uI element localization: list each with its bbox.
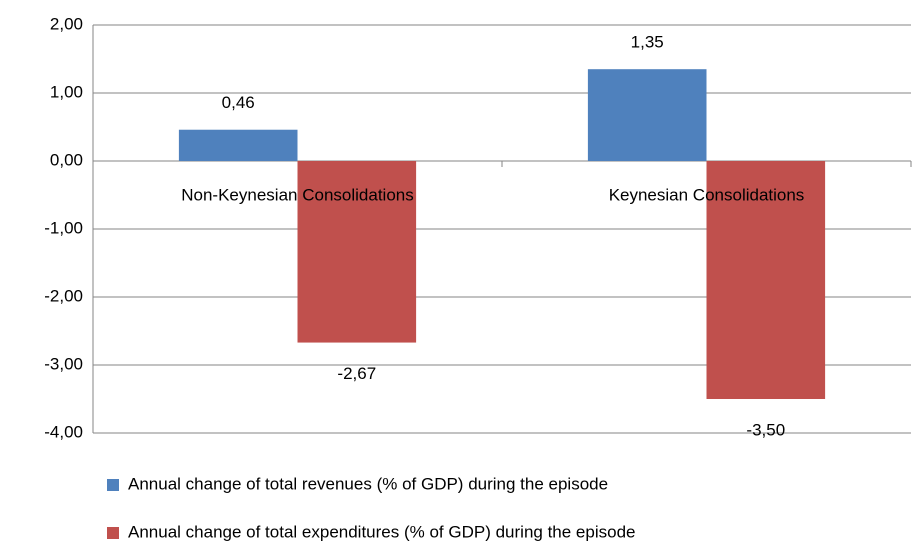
legend-swatch — [107, 479, 119, 491]
bar — [587, 69, 707, 161]
x-tick-label: Non-Keynesian Consolidations — [181, 185, 413, 204]
y-tick-label: -4,00 — [44, 422, 83, 441]
bar — [178, 129, 298, 161]
data-label: -3,50 — [746, 420, 785, 439]
data-label: -2,67 — [337, 364, 376, 383]
data-label: 0,46 — [222, 93, 255, 112]
bar — [706, 161, 826, 399]
y-tick-label: 2,00 — [50, 14, 83, 33]
legend-label: Annual change of total expenditures (% o… — [128, 522, 636, 541]
y-tick-label: 0,00 — [50, 150, 83, 169]
data-label: 1,35 — [631, 33, 664, 52]
legend-label: Annual change of total revenues (% of GD… — [128, 474, 608, 493]
legend-swatch — [107, 527, 119, 539]
bar — [297, 161, 417, 343]
y-tick-label: -3,00 — [44, 354, 83, 373]
y-tick-label: -1,00 — [44, 218, 83, 237]
y-tick-label: -2,00 — [44, 286, 83, 305]
x-tick-label: Keynesian Consolidations — [609, 185, 805, 204]
y-tick-label: 1,00 — [50, 82, 83, 101]
